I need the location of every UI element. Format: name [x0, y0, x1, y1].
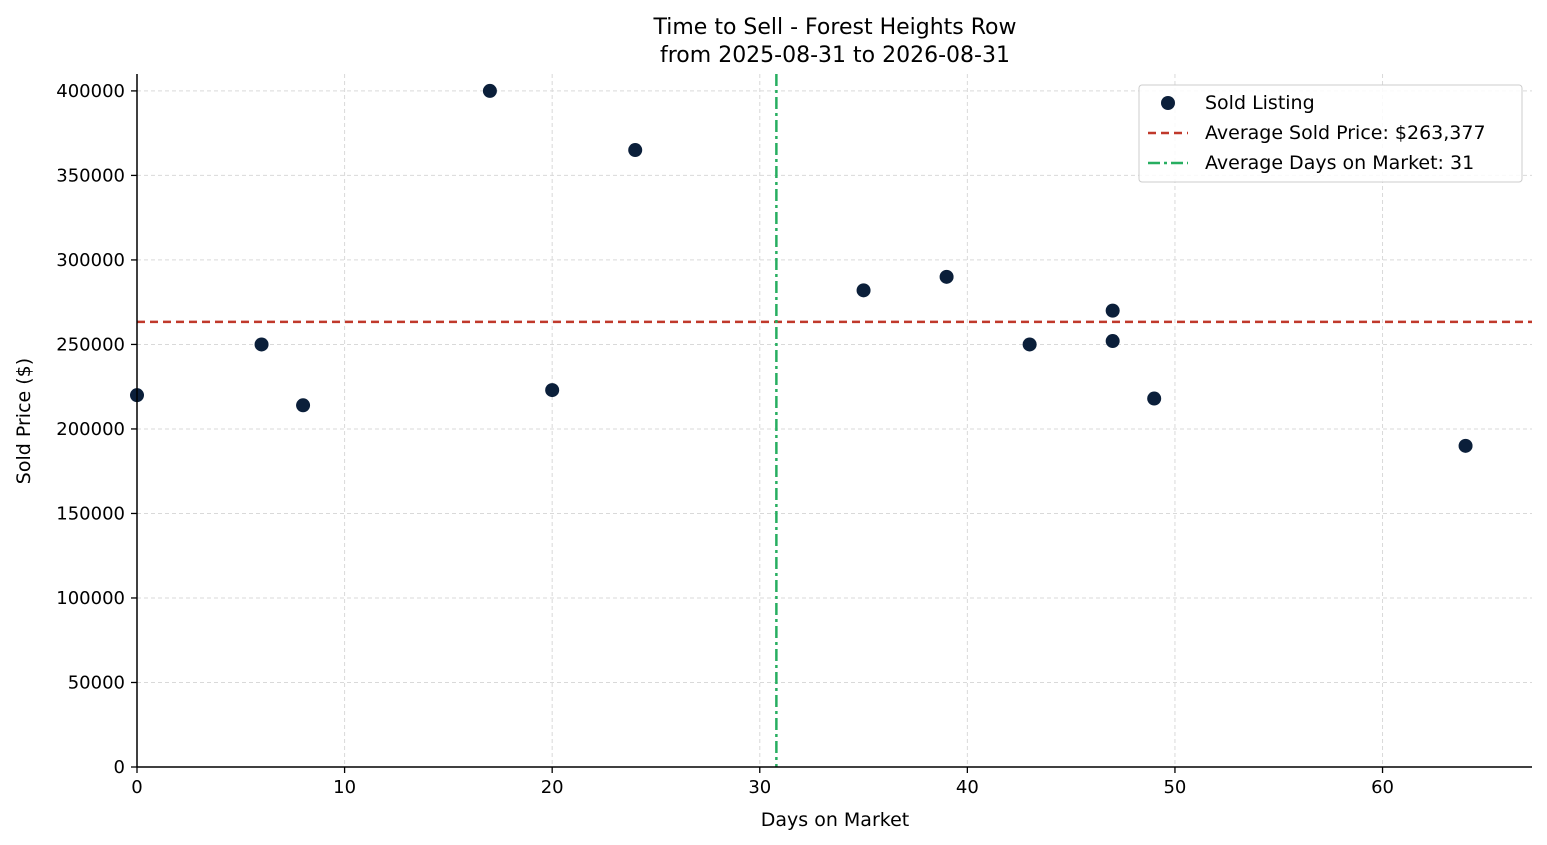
legend-label-sold-listing: Sold Listing: [1205, 92, 1315, 114]
x-tick-label: 0: [131, 777, 142, 798]
x-tick-label: 60: [1371, 777, 1394, 798]
data-point: [545, 383, 560, 398]
data-point: [1147, 391, 1162, 406]
y-tick-label: 0: [114, 757, 125, 778]
reference-lines: [137, 74, 1532, 767]
legend-frame: [1138, 84, 1523, 183]
x-axis-label: Days on Market: [761, 809, 909, 831]
y-tick-label: 350000: [56, 165, 125, 186]
x-tick-label: 10: [333, 777, 356, 798]
chart-subtitle: from 2025-08-31 to 2026-08-31: [660, 43, 1010, 68]
chart-title: Time to Sell - Forest Heights Row: [653, 15, 1017, 40]
data-point: [254, 337, 269, 352]
x-tick-label: 50: [1163, 777, 1186, 798]
x-tick-label: 40: [956, 777, 979, 798]
x-tick-label: 20: [541, 777, 564, 798]
data-point: [1022, 337, 1037, 352]
legend: Sold Listing Average Sold Price: $263,37…: [1138, 84, 1523, 183]
data-point: [939, 269, 954, 284]
legend-label-average-days: Average Days on Market: 31: [1205, 152, 1474, 174]
y-tick-label: 100000: [56, 588, 125, 609]
data-point: [482, 83, 497, 98]
data-point: [1105, 303, 1120, 318]
y-tick-label: 300000: [56, 250, 125, 271]
axes: 0 10 20 30 40 50 60 0 50000 100000 150000 200000 250…: [56, 74, 1532, 798]
x-tick-label: 30: [748, 777, 771, 798]
legend-label-average-price: Average Sold Price: $263,377: [1205, 122, 1486, 144]
data-point: [628, 143, 643, 158]
y-tick-label: 250000: [56, 334, 125, 355]
y-axis-label: Sold Price ($): [13, 358, 35, 484]
data-point: [1105, 334, 1120, 349]
y-tick-label: 150000: [56, 503, 125, 524]
y-tick-label: 400000: [56, 81, 125, 102]
y-tick-label: 200000: [56, 419, 125, 440]
data-point: [296, 398, 311, 413]
data-point: [1458, 438, 1473, 453]
data-point: [856, 283, 871, 298]
legend-marker-sold-listing: [1161, 96, 1175, 110]
data-points: [130, 83, 1473, 453]
y-tick-label: 50000: [68, 672, 125, 693]
